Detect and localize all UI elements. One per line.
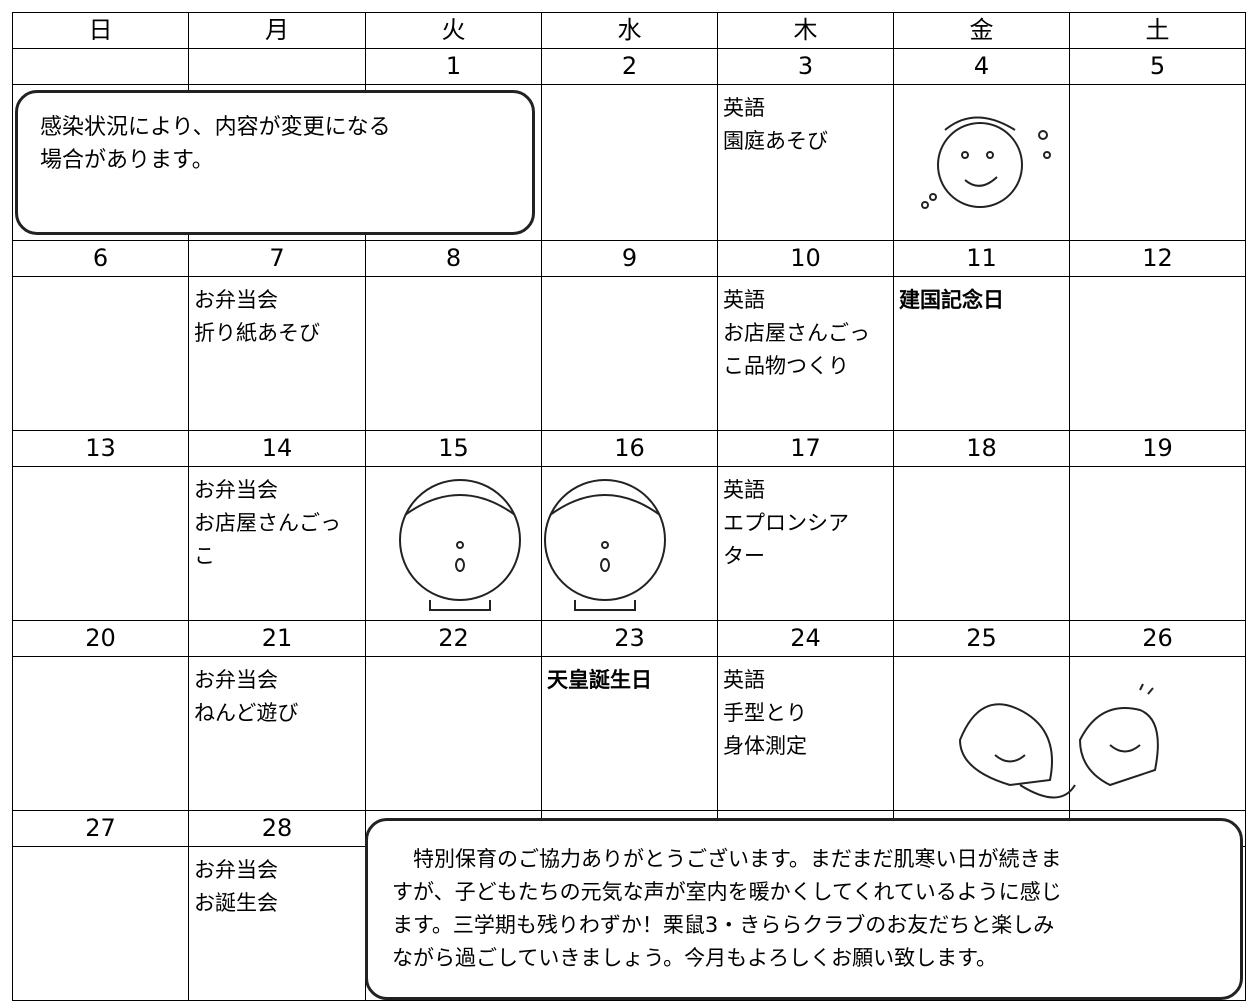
event: お店屋さんごっ	[723, 321, 870, 345]
date-cell: 26	[1069, 620, 1246, 657]
day-cell	[12, 466, 189, 621]
day-cell	[12, 656, 189, 811]
weekday-header: 金	[893, 12, 1070, 49]
event: こ品物つくり	[723, 354, 849, 378]
date-cell: 23	[541, 620, 718, 657]
holiday: 天皇誕生日	[547, 668, 652, 692]
illustration-children	[399, 479, 666, 611]
note-line: ながら過ごしていきましょう。今月もよろしくお願い致します。	[392, 946, 998, 970]
date-cell: 18	[893, 430, 1070, 467]
day-cell	[541, 276, 718, 431]
day-cell	[1069, 84, 1246, 241]
date-cell: 16	[541, 430, 718, 467]
date-cell: 27	[12, 810, 189, 847]
note-line: 場合があります。	[40, 148, 214, 173]
day-cell	[893, 466, 1070, 621]
day-cell	[365, 276, 542, 431]
date-cell: 6	[12, 240, 189, 277]
event: 英語	[723, 478, 765, 502]
date-cell: 20	[12, 620, 189, 657]
date-cell: 22	[365, 620, 542, 657]
event: 英語	[723, 96, 765, 120]
event: 英語	[723, 668, 765, 692]
date-cell: 28	[188, 810, 366, 847]
event: お店屋さんごっ	[194, 511, 341, 535]
day-cell	[12, 276, 189, 431]
date-cell: 4	[893, 48, 1070, 85]
date-cell: 15	[365, 430, 542, 467]
event: こ	[194, 544, 215, 568]
date-cell: 3	[717, 48, 894, 85]
weekday-header: 水	[541, 12, 718, 49]
date-cell	[188, 48, 366, 85]
date-cell: 17	[717, 430, 894, 467]
day-cell	[1069, 466, 1246, 621]
weekday-header: 木	[717, 12, 894, 49]
event: 園庭あそび	[723, 129, 828, 153]
date-cell: 5	[1069, 48, 1246, 85]
date-cell: 25	[893, 620, 1070, 657]
event: ねんど遊び	[194, 701, 299, 725]
illustration-mittens	[958, 683, 1159, 799]
date-cell: 19	[1069, 430, 1246, 467]
note-top: 感染状況により、内容が変更になる 場合があります。	[15, 90, 535, 235]
note-line: 感染状況により、内容が変更になる	[40, 115, 391, 140]
event: お弁当会	[194, 858, 278, 882]
date-cell: 2	[541, 48, 718, 85]
event: 手型とり	[723, 701, 807, 725]
note-line: ます。三学期も残りわずか！栗鼠3・きららクラブのお友だちと楽しみ	[392, 913, 1055, 937]
date-cell: 7	[188, 240, 366, 277]
date-cell: 13	[12, 430, 189, 467]
event: エプロンシア	[723, 511, 849, 535]
illustration-demon	[921, 116, 1051, 209]
day-cell	[12, 846, 189, 1001]
date-cell: 10	[717, 240, 894, 277]
day-cell	[1069, 276, 1246, 431]
date-cell: 12	[1069, 240, 1246, 277]
date-cell: 11	[893, 240, 1070, 277]
event: お弁当会	[194, 478, 278, 502]
weekday-header: 月	[188, 12, 366, 49]
date-cell: 24	[717, 620, 894, 657]
weekday-header: 土	[1069, 12, 1246, 49]
date-cell: 8	[365, 240, 542, 277]
date-cell: 1	[365, 48, 542, 85]
note-line: 特別保育のご協力ありがとうございます。まだまだ肌寒い日が続きま	[413, 847, 1062, 871]
event: 折り紙あそび	[194, 321, 320, 345]
event: ター	[723, 544, 765, 568]
weekday-header: 日	[12, 12, 189, 49]
note-line: すが、子どもたちの元気な声が室内を暖かくしてくれているように感じ	[392, 880, 1062, 904]
weekday-header: 火	[365, 12, 542, 49]
event: お弁当会	[194, 288, 278, 312]
date-cell: 21	[188, 620, 366, 657]
day-cell	[541, 84, 718, 241]
holiday: 建国記念日	[899, 288, 1004, 312]
note-bottom: 特別保育のご協力ありがとうございます。まだまだ肌寒い日が続きますが、子どもたちの…	[365, 818, 1243, 1000]
date-cell	[12, 48, 189, 85]
date-cell: 9	[541, 240, 718, 277]
event: 身体測定	[723, 734, 807, 758]
day-cell	[365, 656, 542, 811]
event: お誕生会	[194, 891, 278, 915]
event: 英語	[723, 288, 765, 312]
event: お弁当会	[194, 668, 278, 692]
date-cell: 14	[188, 430, 366, 467]
